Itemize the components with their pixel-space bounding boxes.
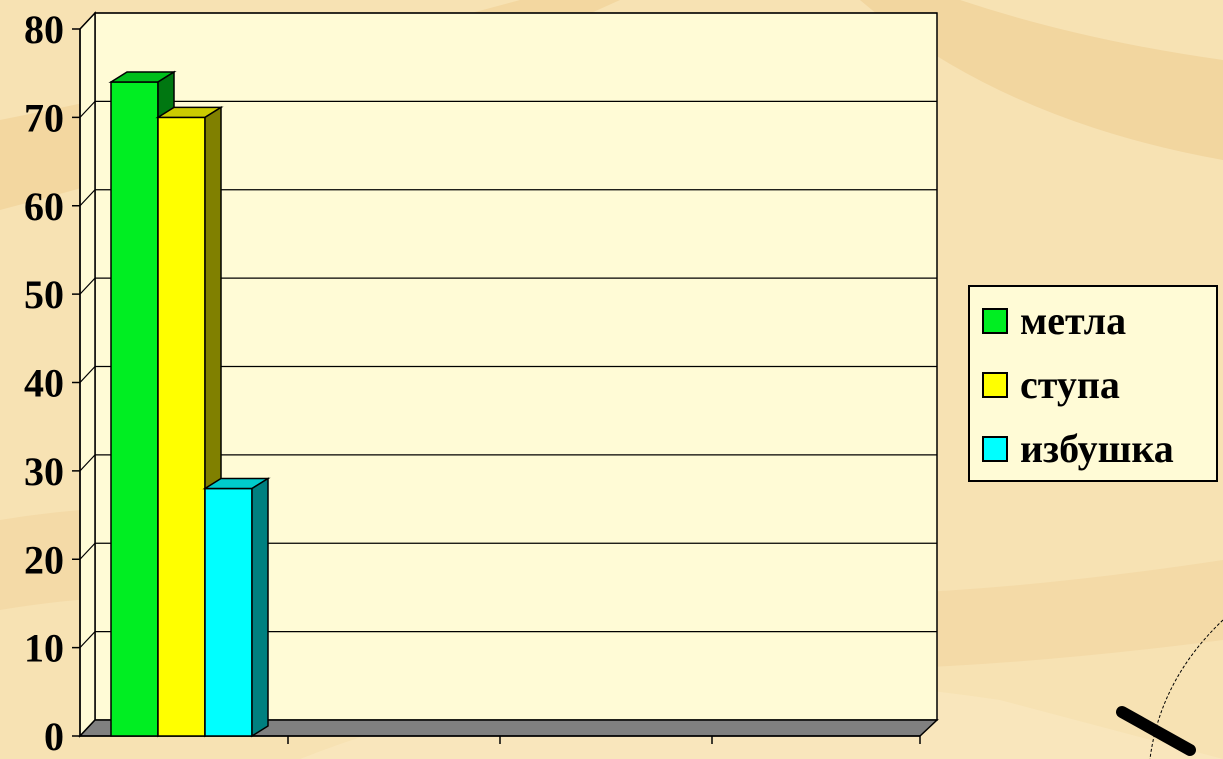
y-tick-label-40: 40 [24, 361, 64, 406]
gridline-side [79, 100, 96, 118]
y-tick-label-70: 70 [24, 95, 64, 140]
bar-group [108, 70, 271, 738]
gridline-side [79, 366, 96, 383]
y-tick-label-50: 50 [24, 272, 64, 317]
legend-swatch-stupa [982, 372, 1008, 398]
legend-label: ступа [1020, 362, 1120, 407]
bar-front [157, 116, 206, 737]
legend-swatch-izbushka [982, 436, 1008, 462]
y-tick-label-0: 0 [44, 714, 64, 759]
bar-2 [202, 477, 271, 738]
y-tick-label-30: 30 [24, 449, 64, 494]
gridline-side [79, 12, 96, 30]
legend-item-metla: метла [982, 301, 1126, 341]
gridline-side [79, 189, 96, 207]
legend-item-izbushka: избушка [982, 429, 1174, 469]
y-tick-label-20: 20 [24, 537, 64, 582]
legend: метла ступа избушка [968, 285, 1218, 482]
legend-label: метла [1020, 298, 1127, 343]
legend-label: избушка [1020, 426, 1174, 471]
y-axis-tick-labels: 0 10 20 30 40 50 60 70 80 [24, 7, 81, 759]
legend-item-stupa: ступа [982, 365, 1120, 405]
gridline-side [79, 277, 96, 295]
gridline-side [79, 631, 96, 649]
y-tick-label-10: 10 [24, 626, 64, 671]
gridline-side [79, 542, 96, 560]
gridline-side [79, 454, 96, 472]
y-tick-label-80: 80 [24, 7, 64, 52]
bar-side [251, 477, 269, 738]
bar-front [204, 487, 253, 737]
bar-front [110, 81, 159, 737]
y-tick-label-60: 60 [24, 184, 64, 229]
legend-swatch-metla [982, 308, 1008, 334]
